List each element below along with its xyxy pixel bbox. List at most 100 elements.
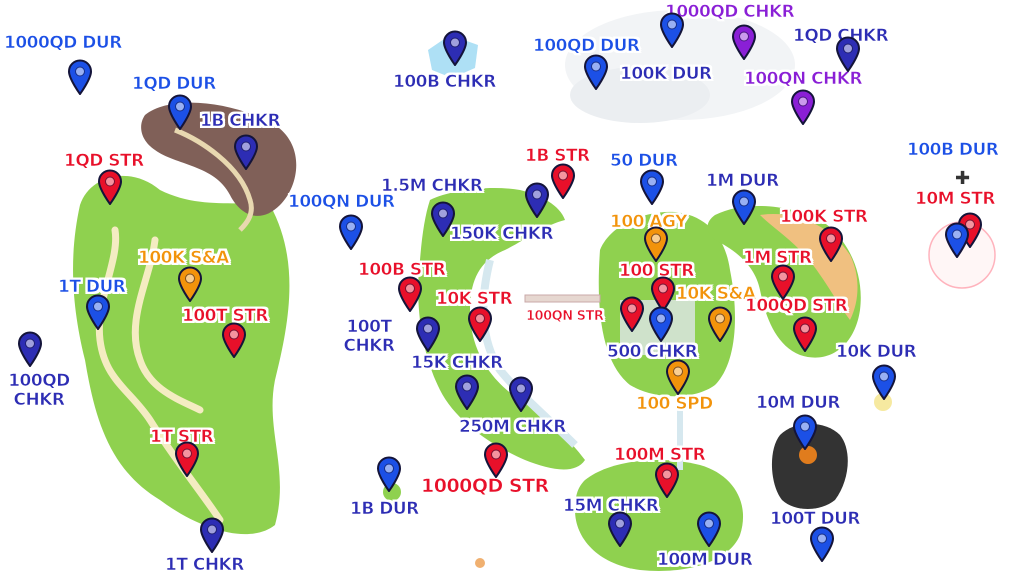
pin-100k-str-icon[interactable] [818, 226, 844, 262]
pin-15k-chkr-icon[interactable] [454, 374, 480, 410]
pin-100m-str-icon[interactable] [654, 462, 680, 498]
pin-1b-str-icon[interactable] [550, 163, 576, 199]
volcano-lava [799, 446, 817, 464]
pin-100t-chkr-icon[interactable] [415, 316, 441, 352]
label-100t-dur: 100T DUR [770, 509, 861, 529]
pin-250m-chkr-icon[interactable] [508, 376, 534, 412]
pin-10k-sa-icon[interactable] [707, 306, 733, 342]
pin-1000qd-chkr-b-icon[interactable] [731, 24, 757, 60]
pin-100qd-dur-icon[interactable] [583, 54, 609, 90]
label-15k-chkr: 15K CHKR [411, 353, 504, 373]
label-100t-str: 100T STR [182, 306, 269, 326]
volcano-island [771, 423, 848, 509]
label-10m-dur: 10M DUR [756, 393, 841, 413]
label-100qn-dur: 100QN DUR [288, 192, 396, 212]
pin-1-5m-chkr-icon[interactable] [430, 201, 456, 237]
label-100qn-str: 100QN STR [526, 309, 604, 325]
label-1b-dur: 1B DUR [350, 499, 420, 519]
pin-1t-str-icon[interactable] [174, 441, 200, 477]
label-100qn-chkr: 100QN CHKR [744, 69, 863, 89]
label-1t-str: 1T STR [150, 427, 214, 447]
label-100qd-chkr: 100QD CHKR [8, 371, 71, 410]
west-road [95, 226, 224, 524]
label-1qd-dur: 1QD DUR [132, 74, 217, 94]
pin-100qn-str-icon[interactable] [619, 296, 645, 332]
pin-100-spd-icon[interactable] [665, 359, 691, 395]
label-150k-chkr: 150K CHKR [450, 224, 554, 244]
pin-100t-dur-icon[interactable] [809, 526, 835, 562]
pin-1qd-str-icon[interactable] [97, 169, 123, 205]
pin-100qd-chkr-icon[interactable] [17, 331, 43, 367]
label-100k-sa: 100K S&A [138, 248, 230, 268]
pin-1b-dur-icon[interactable] [376, 456, 402, 492]
label-1-5m-chkr: 1.5M CHKR [381, 176, 484, 196]
label-1b-str: 1B STR [525, 146, 591, 166]
label-100b-dur: 100B DUR [907, 140, 999, 160]
label-100m-str: 100M STR [614, 445, 706, 465]
pin-1t-chkr-icon[interactable] [199, 517, 225, 553]
pin-50-dur-icon[interactable] [639, 169, 665, 205]
label-100-str: 100 STR [619, 261, 695, 281]
tiny-island-10k [874, 393, 892, 411]
pin-100qn-chkr-icon[interactable] [790, 89, 816, 125]
tiny-buoy [475, 558, 485, 568]
label-1b-chkr: 1B CHKR [200, 111, 281, 131]
pin-1t-dur-icon[interactable] [85, 294, 111, 330]
pin-100b-str-icon[interactable] [397, 276, 423, 312]
pin-1m-dur-icon[interactable] [731, 189, 757, 225]
pin-1qd-dur-icon[interactable] [167, 94, 193, 130]
pin-100b-chkr-icon[interactable] [442, 30, 468, 66]
pin-100-agy-icon[interactable] [643, 226, 669, 262]
pin-10m-dur-icon[interactable] [792, 414, 818, 450]
pin-1b-chkr-icon[interactable] [233, 134, 259, 170]
pin-10k-str-icon[interactable] [467, 306, 493, 342]
label-10k-dur: 10K DUR [836, 342, 917, 362]
label-100-spd: 100 SPD [636, 394, 714, 414]
pin-1m-str-icon[interactable] [770, 264, 796, 300]
label-1t-dur: 1T DUR [58, 277, 126, 297]
label-250m-chkr: 250M CHKR [459, 417, 567, 437]
label-1000qd-str: 1000QD STR [421, 475, 550, 497]
label-1t-chkr: 1T CHKR [165, 555, 245, 575]
pin-100k-sa-icon[interactable] [177, 266, 203, 302]
label-100k-dur: 100K DUR [620, 64, 713, 84]
label-1000qd-dur: 1000QD DUR [4, 33, 123, 53]
label-100k-str: 100K STR [780, 207, 869, 227]
pin-1000qd-dur-icon[interactable] [67, 59, 93, 95]
pin-500-chkr-icon[interactable] [648, 306, 674, 342]
pin-10k-dur-icon[interactable] [871, 364, 897, 400]
label-100m-dur: 100M DUR [657, 550, 753, 570]
pin-100t-str-icon[interactable] [221, 322, 247, 358]
pin-100-str-icon[interactable] [650, 276, 676, 312]
mountain-road [174, 127, 254, 232]
label-500-chkr: 500 CHKR [607, 342, 698, 362]
bridge [524, 294, 601, 303]
pin-100b-dur-icon[interactable] [944, 222, 970, 258]
pin-15m-chkr-icon[interactable] [607, 511, 633, 547]
label-100qd-str: 100QD STR [745, 296, 849, 316]
pin-150k-chkr-icon[interactable] [524, 182, 550, 218]
pin-1000qd-str-icon[interactable] [483, 442, 509, 478]
label-1qd-chkr: 1QD CHKR [793, 26, 889, 46]
label-1000qd-chkr: 1000QD CHKR [665, 2, 795, 22]
pin-1qd-chkr-icon[interactable] [835, 36, 861, 72]
label-1m-str: 1M STR [743, 248, 813, 268]
label-100b-str: 100B STR [358, 260, 446, 280]
label-10k-str: 10K STR [436, 289, 513, 309]
pin-100m-dur-icon[interactable] [696, 511, 722, 547]
cloud-island-2 [570, 67, 710, 123]
pin-1000qd-chkr-a-icon[interactable] [659, 12, 685, 48]
label-10k-sa: 10K S&A [676, 284, 757, 304]
pin-100qn-dur-icon[interactable] [338, 214, 364, 250]
pin-100qd-str-icon[interactable] [792, 316, 818, 352]
label-100t-chkr: 100T CHKR [343, 317, 395, 356]
label-100b-chkr: 100B CHKR [393, 72, 497, 92]
label-10m-str: 10M STR [915, 189, 996, 209]
west-island [73, 175, 290, 535]
road-central [479, 259, 578, 448]
label-1qd-str: 1QD STR [64, 151, 145, 171]
label-50-dur: 50 DUR [610, 151, 679, 171]
label-1m-dur: 1M DUR [706, 171, 780, 191]
label-100qd-dur: 100QD DUR [533, 36, 641, 56]
